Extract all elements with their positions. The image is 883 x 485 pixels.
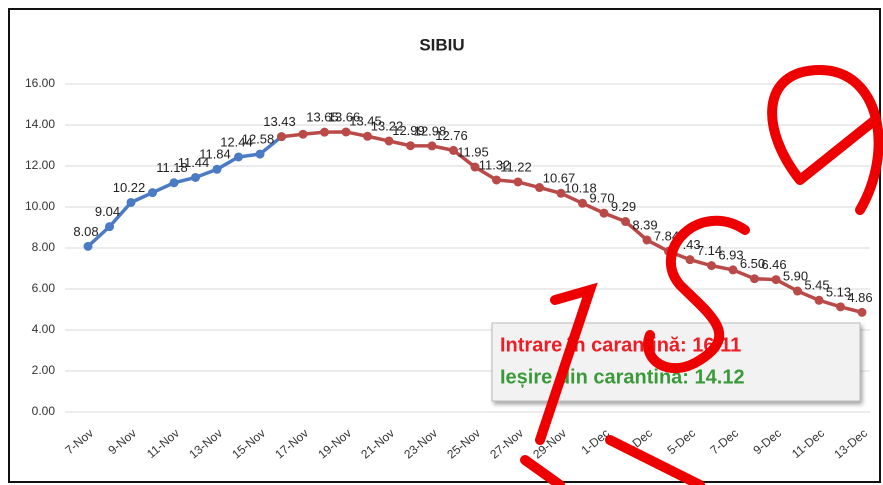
data-label: 12.58: [242, 132, 275, 147]
data-label: 10.67: [543, 171, 576, 186]
data-point: [836, 302, 845, 312]
data-label: 5.13: [826, 284, 851, 299]
data-label: 12.76: [435, 128, 468, 143]
scribble-stroke: [767, 64, 883, 215]
data-label: 13.43: [263, 114, 296, 129]
data-label: 11.32: [479, 157, 511, 172]
data-point: [148, 188, 157, 198]
data-point: [814, 295, 824, 305]
data-point: [234, 152, 243, 162]
data-point: [320, 127, 329, 137]
data-point: [427, 141, 437, 151]
data-point: [599, 208, 609, 218]
y-tick-label: 12.00: [25, 158, 55, 172]
data-point: [191, 172, 200, 182]
data-label: 11.84: [199, 147, 231, 162]
data-label: 13.22: [371, 118, 404, 133]
data-label: 11.18: [156, 160, 188, 175]
data-point: [406, 141, 415, 151]
data-point: [212, 164, 222, 174]
data-point: [771, 275, 781, 285]
y-tick-label: 2.00: [32, 363, 56, 377]
data-point: [535, 183, 544, 193]
data-label: 13.65: [306, 110, 339, 125]
data-label: 6.46: [761, 257, 786, 272]
scribble: [520, 64, 883, 485]
data-label: 9.70: [589, 191, 614, 206]
data-label: 12.44: [220, 134, 253, 149]
data-point: [621, 217, 630, 227]
data-label: 12.98: [414, 123, 447, 138]
data-label: 6.50: [740, 256, 765, 271]
data-point: [255, 149, 265, 159]
data-point: [298, 129, 308, 139]
data-label: 13.66: [328, 109, 361, 124]
data-point: [277, 132, 286, 142]
data-label: 13.45: [349, 114, 382, 129]
data-point: [556, 188, 566, 198]
series-line: [86, 135, 283, 248]
data-label: 8.08: [73, 224, 98, 239]
data-label: 11.95: [457, 144, 489, 159]
data-label: 12.99: [392, 123, 425, 138]
data-point: [728, 265, 738, 275]
data-label: 9.04: [95, 204, 120, 219]
data-point: [857, 307, 867, 317]
data-label: 5.45: [804, 278, 829, 293]
y-tick-label: 8.00: [32, 240, 56, 254]
y-tick-label: 10.00: [25, 199, 55, 213]
annotation-text: Intrare în carantină: 16.11: [500, 334, 741, 356]
chart-frame: [8, 8, 881, 483]
y-tick-label: 4.00: [32, 322, 56, 336]
data-point: [105, 222, 114, 232]
series-line: [281, 130, 863, 315]
data-label: 10.18: [564, 181, 597, 196]
data-point: [363, 131, 372, 141]
scribble-stroke: [520, 282, 705, 485]
data-label: 6.93: [718, 247, 743, 262]
data-point: [470, 162, 480, 172]
data-point: [492, 175, 501, 185]
data-point: [126, 197, 136, 207]
data-label: 9.29: [611, 199, 636, 214]
annotation-text: Ieșire din carantină: 14.12: [500, 366, 745, 388]
y-tick-label: 14.00: [25, 117, 55, 131]
data-point: [750, 274, 759, 284]
data-point: [449, 145, 458, 155]
data-label: 11.22: [500, 159, 532, 174]
data-point: [83, 241, 93, 251]
y-tick-label: 0.00: [32, 404, 56, 418]
data-label: 5.90: [783, 268, 808, 283]
data-point: [642, 235, 652, 245]
chart-title: SIBIU: [419, 35, 464, 54]
data-point: [341, 127, 351, 137]
data-label: 11.44: [178, 155, 210, 170]
data-point: [513, 177, 523, 187]
data-point: [578, 198, 587, 208]
data-point: [685, 255, 695, 265]
y-tick-label: 6.00: [32, 281, 56, 295]
scribble-stroke: [643, 215, 750, 374]
data-label: 4.86: [847, 290, 872, 305]
data-point: [169, 178, 179, 188]
data-label: 8.39: [632, 217, 657, 232]
y-tick-label: 16.00: [25, 76, 55, 90]
data-label: 10.22: [113, 180, 146, 195]
data-point: [707, 261, 716, 271]
data-point: [793, 286, 802, 296]
data-point: [384, 136, 394, 146]
data-label: 7.14: [697, 243, 722, 258]
